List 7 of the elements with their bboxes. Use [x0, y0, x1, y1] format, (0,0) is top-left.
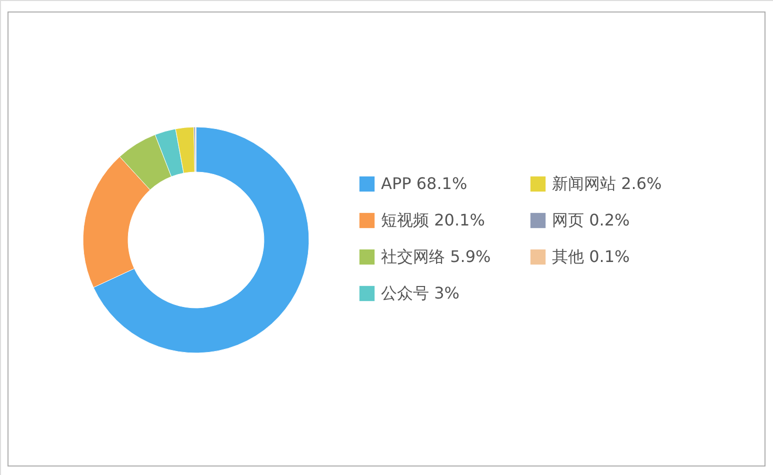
legend-label: 短视频 20.1% — [381, 210, 485, 230]
legend-label: 社交网络 5.9% — [381, 247, 491, 266]
legend-label: 公众号 3% — [381, 284, 460, 302]
legend-label: APP 68.1% — [381, 174, 468, 193]
legend-label: 其他 0.1% — [552, 247, 630, 266]
legend-label: 网页 0.2% — [552, 210, 630, 230]
legend-label: 新闻网站 2.6% — [552, 174, 662, 193]
